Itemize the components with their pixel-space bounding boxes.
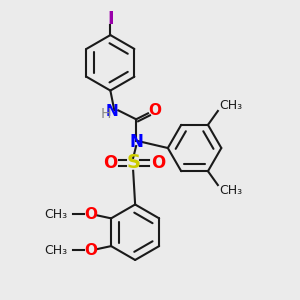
Text: N: N <box>106 104 119 119</box>
Text: O: O <box>84 207 97 222</box>
Text: O: O <box>103 154 118 172</box>
Text: O: O <box>84 243 97 258</box>
Text: O: O <box>151 154 165 172</box>
Text: O: O <box>148 103 161 118</box>
Text: S: S <box>126 153 140 172</box>
Text: H: H <box>100 107 111 121</box>
Text: I: I <box>107 10 114 28</box>
Text: CH₃: CH₃ <box>219 98 242 112</box>
Text: N: N <box>129 133 143 151</box>
Text: CH₃: CH₃ <box>44 244 68 256</box>
Text: CH₃: CH₃ <box>219 184 242 196</box>
Text: CH₃: CH₃ <box>44 208 68 221</box>
